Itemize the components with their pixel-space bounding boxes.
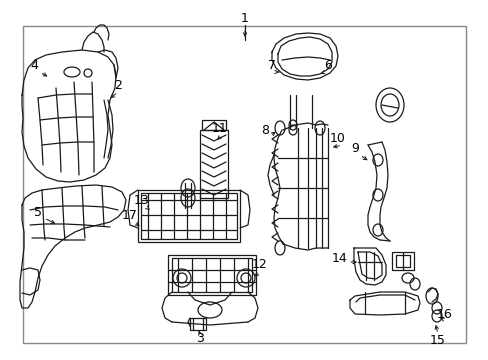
Text: 13: 13 <box>134 194 149 207</box>
Text: 17: 17 <box>122 208 138 221</box>
Bar <box>138 190 240 242</box>
Text: 7: 7 <box>267 59 275 72</box>
Text: 14: 14 <box>331 252 347 265</box>
Text: 9: 9 <box>350 141 358 154</box>
Bar <box>395 255 409 267</box>
Bar <box>200 130 227 198</box>
Bar <box>190 318 205 330</box>
Text: 5: 5 <box>34 206 42 219</box>
Text: 8: 8 <box>261 123 268 136</box>
Text: 11: 11 <box>212 122 227 135</box>
Bar <box>391 252 413 270</box>
Text: 6: 6 <box>324 59 331 72</box>
Bar <box>168 255 256 295</box>
Bar <box>23 26 465 343</box>
Text: 4: 4 <box>30 59 38 72</box>
Text: 10: 10 <box>329 131 345 144</box>
Text: 12: 12 <box>252 258 267 271</box>
Bar <box>141 193 237 239</box>
Text: 16: 16 <box>436 309 452 321</box>
Bar <box>172 258 251 292</box>
Text: 3: 3 <box>196 332 203 345</box>
Text: 15: 15 <box>429 333 445 346</box>
Text: 1: 1 <box>241 12 248 24</box>
Bar <box>202 120 225 130</box>
Text: 2: 2 <box>114 78 122 91</box>
